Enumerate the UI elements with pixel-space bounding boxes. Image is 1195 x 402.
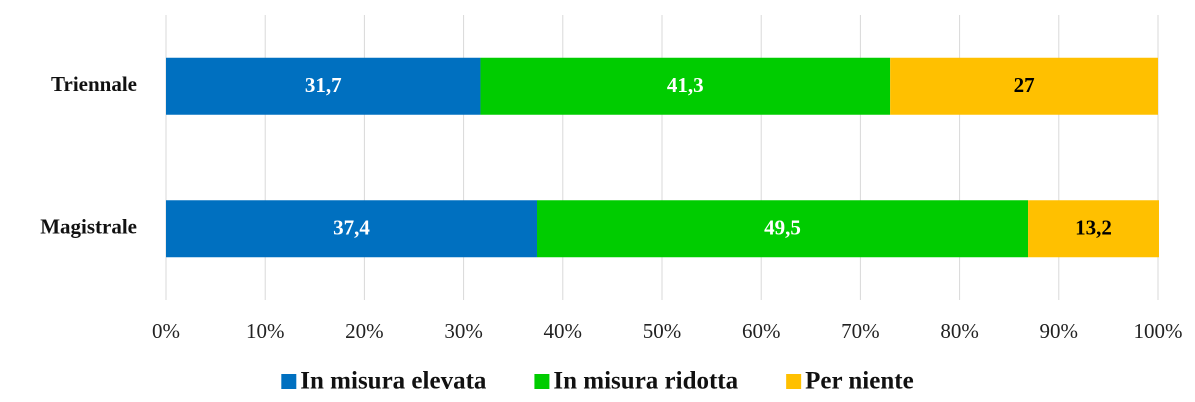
bar-segment xyxy=(166,200,538,258)
bar-segment xyxy=(480,57,891,115)
legend-label: In misura elevata xyxy=(300,368,487,395)
legend-swatch xyxy=(281,374,297,389)
data-label: 49,5 xyxy=(764,216,801,240)
x-tick-label: 70% xyxy=(841,319,880,343)
legend-label: In misura ridotta xyxy=(553,368,738,395)
data-label: 27 xyxy=(1014,73,1035,97)
x-tick-label: 20% xyxy=(345,319,384,343)
legend-swatch xyxy=(534,374,550,389)
bar-segment xyxy=(166,57,481,115)
x-tick-label: 50% xyxy=(643,319,682,343)
x-tick-label: 60% xyxy=(742,319,781,343)
bar-segment xyxy=(890,57,1158,115)
data-label: 37,4 xyxy=(333,216,370,240)
x-tick-label: 0% xyxy=(152,319,180,343)
x-tick-label: 30% xyxy=(444,319,483,343)
data-label: 31,7 xyxy=(305,73,342,97)
data-label: 41,3 xyxy=(667,73,704,97)
x-tick-label: 10% xyxy=(246,319,285,343)
x-tick-label: 90% xyxy=(1040,319,1079,343)
x-tick-label: 80% xyxy=(940,319,979,343)
category-label: Triennale xyxy=(51,72,137,96)
bar-segment xyxy=(537,200,1029,258)
data-label: 13,2 xyxy=(1075,216,1112,240)
legend-label: Per niente xyxy=(805,368,914,395)
category-label: Magistrale xyxy=(40,215,137,239)
x-tick-label: 40% xyxy=(544,319,583,343)
x-tick-label: 100% xyxy=(1134,319,1183,343)
bar-segment xyxy=(1028,200,1159,258)
legend-swatch xyxy=(786,374,802,389)
